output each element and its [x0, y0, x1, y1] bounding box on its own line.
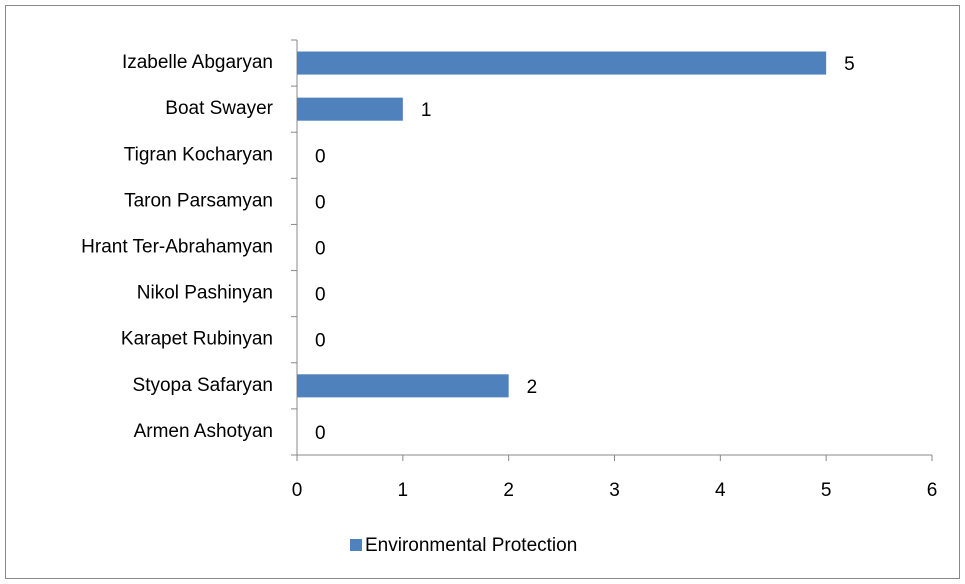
x-tick-label: 1 [398, 480, 409, 501]
y-tick-label: Nikol Pashinyan [137, 283, 273, 304]
data-label: 0 [315, 423, 326, 444]
data-label: 0 [315, 192, 326, 213]
y-tick-label: Hrant Ter-Abrahamyan [81, 237, 273, 258]
chart-border [5, 5, 960, 579]
data-label: 0 [315, 239, 326, 260]
data-label: 2 [527, 377, 538, 398]
bar [297, 51, 827, 75]
data-label: 0 [315, 331, 326, 352]
x-tick-label: 0 [292, 480, 303, 501]
legend-label: Environmental Protection [365, 535, 577, 556]
y-tick-label: Armen Ashotyan [134, 421, 273, 442]
x-tick-label: 5 [821, 480, 832, 501]
y-tick-label: Karapet Rubinyan [121, 329, 273, 350]
data-label: 5 [844, 54, 855, 75]
bar [297, 97, 403, 121]
data-label: 0 [315, 285, 326, 306]
data-label: 1 [421, 100, 432, 121]
y-tick-label: Taron Parsamyan [124, 190, 273, 211]
y-tick-label: Tigran Kocharyan [124, 144, 273, 165]
bar [297, 374, 509, 398]
data-label: 0 [315, 146, 326, 167]
x-tick-label: 4 [715, 480, 726, 501]
x-tick-label: 6 [927, 480, 938, 501]
legend-swatch [350, 539, 362, 551]
y-tick-label: Styopa Safaryan [133, 375, 273, 396]
x-tick-label: 3 [609, 480, 620, 501]
x-tick-label: 2 [503, 480, 514, 501]
y-tick-label: Boat Swayer [165, 98, 273, 119]
y-tick-label: Izabelle Abgaryan [122, 52, 273, 73]
